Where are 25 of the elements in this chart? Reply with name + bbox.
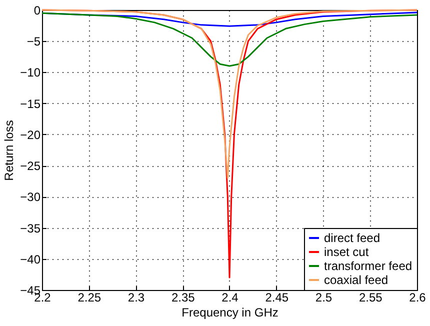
y-tick-label: −40 — [20, 252, 41, 266]
x-tick-label: 2.25 — [78, 290, 102, 304]
line-series — [41, 9, 418, 179]
x-tick-label: 2.55 — [358, 290, 383, 304]
y-axis-title: Return loss — [2, 120, 16, 181]
y-tick-label: −20 — [20, 128, 41, 142]
x-axis-title: Frequency in GHz — [182, 306, 278, 320]
y-tick-label: −25 — [20, 159, 41, 174]
x-tick-label: 2.35 — [171, 290, 196, 304]
legend-label: inset cut — [324, 245, 370, 259]
x-tick-label: 2.3 — [128, 290, 145, 304]
y-tick-label: −15 — [20, 96, 41, 111]
y-tick-label: 0 — [34, 4, 41, 18]
y-tick-label: −35 — [20, 221, 41, 236]
x-tick-label: 2.4 — [222, 290, 239, 304]
y-tick-label: −10 — [20, 66, 41, 80]
x-tick-label: 2.6 — [409, 290, 426, 304]
y-tick-label: −5 — [26, 34, 41, 49]
y-tick-label: −30 — [20, 190, 41, 204]
legend-label: coaxial feed — [324, 273, 388, 287]
x-tick-label: 2.5 — [315, 290, 332, 304]
line-series — [41, 12, 418, 67]
legend-label: transformer feed — [324, 259, 412, 273]
legend-label: direct feed — [324, 231, 380, 245]
x-tick-label: 2.45 — [265, 290, 289, 304]
